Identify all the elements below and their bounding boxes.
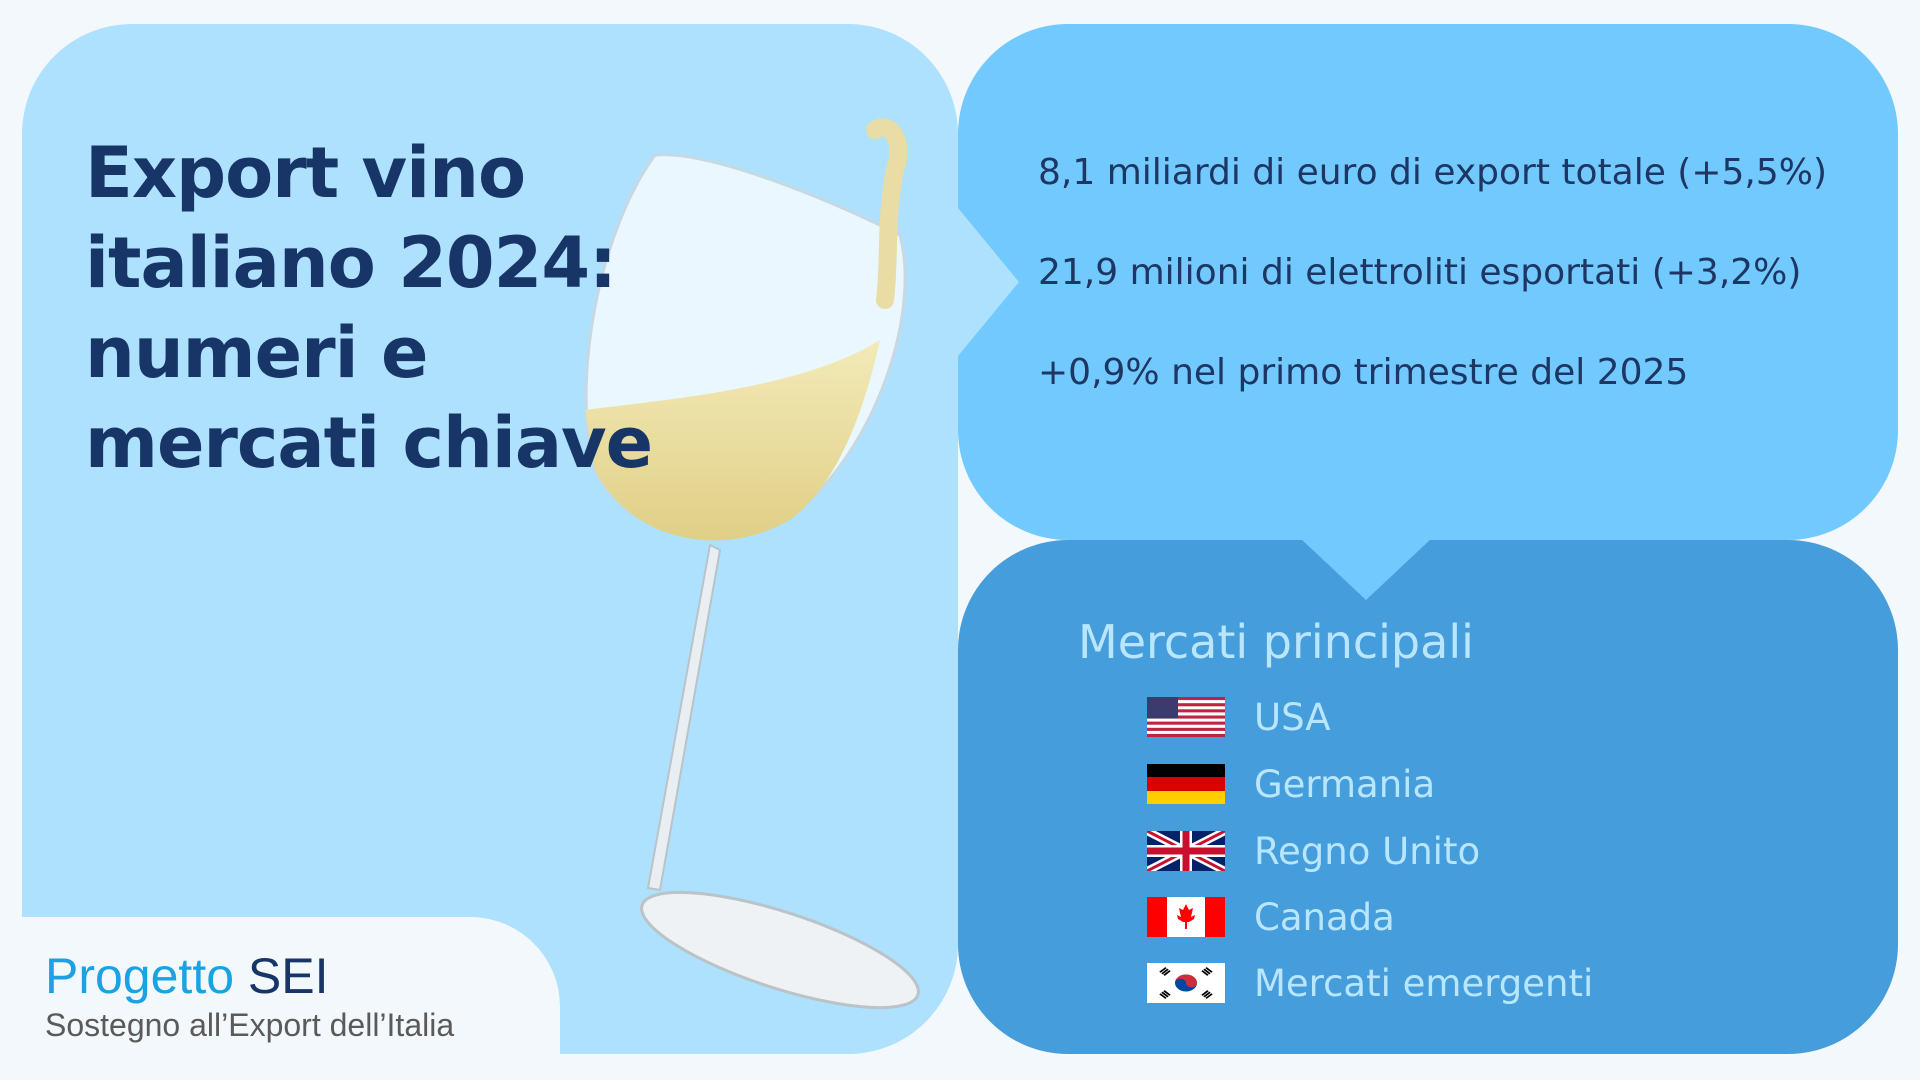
stat-q1-2025: +0,9% nel primo trimestre del 2025 [1038, 352, 1689, 393]
uk-flag-icon [1147, 831, 1225, 871]
market-label: USA [1254, 695, 1331, 739]
south-korea-flag-icon [1147, 963, 1225, 1003]
market-item: USA [1147, 695, 1331, 739]
canada-flag-icon [1147, 897, 1225, 937]
germany-flag-icon [1147, 764, 1225, 804]
stat-volume: 21,9 milioni di elettroliti esportati (+… [1038, 252, 1802, 293]
market-label: Mercati emergenti [1254, 961, 1594, 1005]
brand-name-light: Progetto [45, 948, 235, 1004]
brand-name-bold: SEI [247, 948, 329, 1004]
market-label: Canada [1254, 895, 1395, 939]
market-label: Regno Unito [1254, 829, 1481, 873]
brand-logo: Progetto SEI [45, 947, 329, 1005]
markets-heading: Mercati principali [1078, 615, 1474, 669]
market-label: Germania [1254, 762, 1436, 806]
stats-panel [958, 24, 1898, 540]
stat-export-value: 8,1 miliardi di euro di export totale (+… [1038, 152, 1828, 193]
wine-glass-image [584, 118, 920, 1010]
markets-panel [958, 540, 1898, 1054]
market-item: Canada [1147, 895, 1395, 939]
stats-pointer [958, 208, 1019, 356]
markets-pointer [1300, 538, 1432, 600]
page-title: Export vino italiano 2024: numeri e merc… [85, 132, 653, 484]
market-item: Germania [1147, 762, 1435, 806]
brand-tagline: Sostegno all’Export dell’Italia [45, 1007, 455, 1043]
market-item: Regno Unito [1147, 829, 1480, 873]
market-item: Mercati emergenti [1147, 961, 1593, 1005]
brand-footer: Progetto SEI Sostegno all’Export dell’It… [0, 917, 560, 1080]
usa-flag-icon [1147, 697, 1225, 737]
